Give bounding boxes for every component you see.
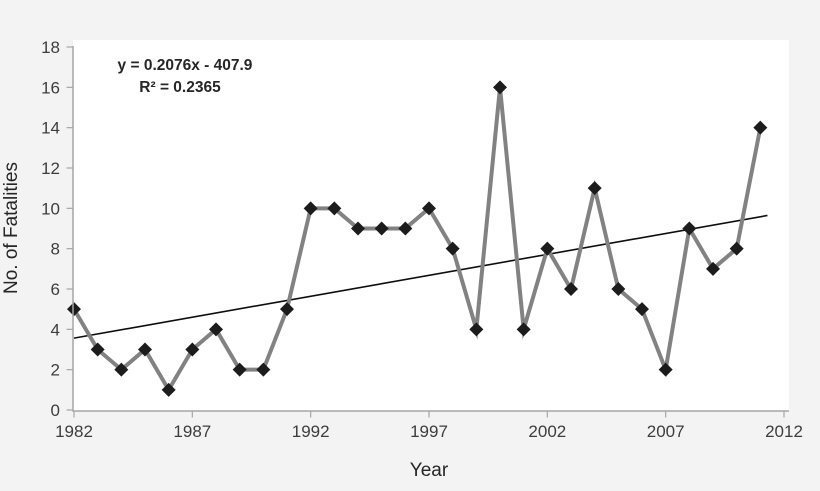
axes-group [66,46,789,418]
data-point-marker [209,322,223,337]
y-tick-label: 10 [41,199,60,218]
y-tick-label: 4 [51,320,60,339]
data-point-marker [658,362,673,377]
data-point-marker [67,302,81,317]
y-axis-title: No. of Fatalities [1,162,22,294]
data-point-marker [729,241,744,256]
data-point-marker [516,322,531,337]
data-point-marker [398,221,413,236]
tick-labels-group: 0 2 4 6 8 10 12 14 16 18 1982 1987 1992 1997 2002 2007 2… [41,38,803,441]
trend-line [73,214,768,339]
data-point-marker [635,302,649,317]
x-tick-label: 1982 [55,422,93,441]
x-tick-label: 2012 [765,422,803,441]
data-point-marker [493,80,507,95]
trendline-equation-label: y = 0.2076x - 407.9 [118,57,253,74]
y-tick-label: 12 [41,159,60,178]
data-point-marker [327,201,342,216]
data-point-marker [90,342,105,357]
data-point-marker [185,342,200,357]
data-point-marker [706,261,720,276]
data-point-marker [753,120,768,135]
y-tick-label: 16 [41,78,60,97]
x-tick-label: 1992 [292,422,330,441]
trendline-r-squared-label: R² = 0.2365 [139,79,221,96]
trend-line-group [73,214,768,339]
y-tick-label: 6 [51,280,60,299]
data-point-marker [232,362,247,377]
x-axis-title: Year [410,460,449,481]
data-point-marker [587,181,602,196]
data-point-marker [280,302,294,317]
x-tick-label: 1987 [173,422,211,441]
data-point-marker [611,282,626,296]
series-line [72,87,763,394]
data-point-marker [351,221,365,236]
data-point-marker [469,322,484,337]
data-point-marker [445,241,460,256]
y-tick-label: 2 [51,361,60,380]
data-point-marker [114,362,129,377]
y-tick-label: 14 [41,119,60,138]
data-point-marker [564,282,578,296]
data-point-marker [374,221,389,236]
y-tick-label: 18 [41,38,60,57]
data-point-marker [540,241,555,256]
data-point-marker [256,362,271,377]
data-point-marker [161,382,176,397]
data-point-marker [682,221,697,236]
y-tick-label: 8 [51,240,60,259]
data-point-marker [303,201,318,216]
data-point-marker [422,201,436,216]
y-tick-label: 0 [51,401,60,420]
x-tick-label: 2002 [528,422,566,441]
data-series-group [67,80,768,397]
data-point-marker [138,342,152,357]
x-tick-label: 1997 [410,422,448,441]
x-tick-label: 2007 [647,422,685,441]
